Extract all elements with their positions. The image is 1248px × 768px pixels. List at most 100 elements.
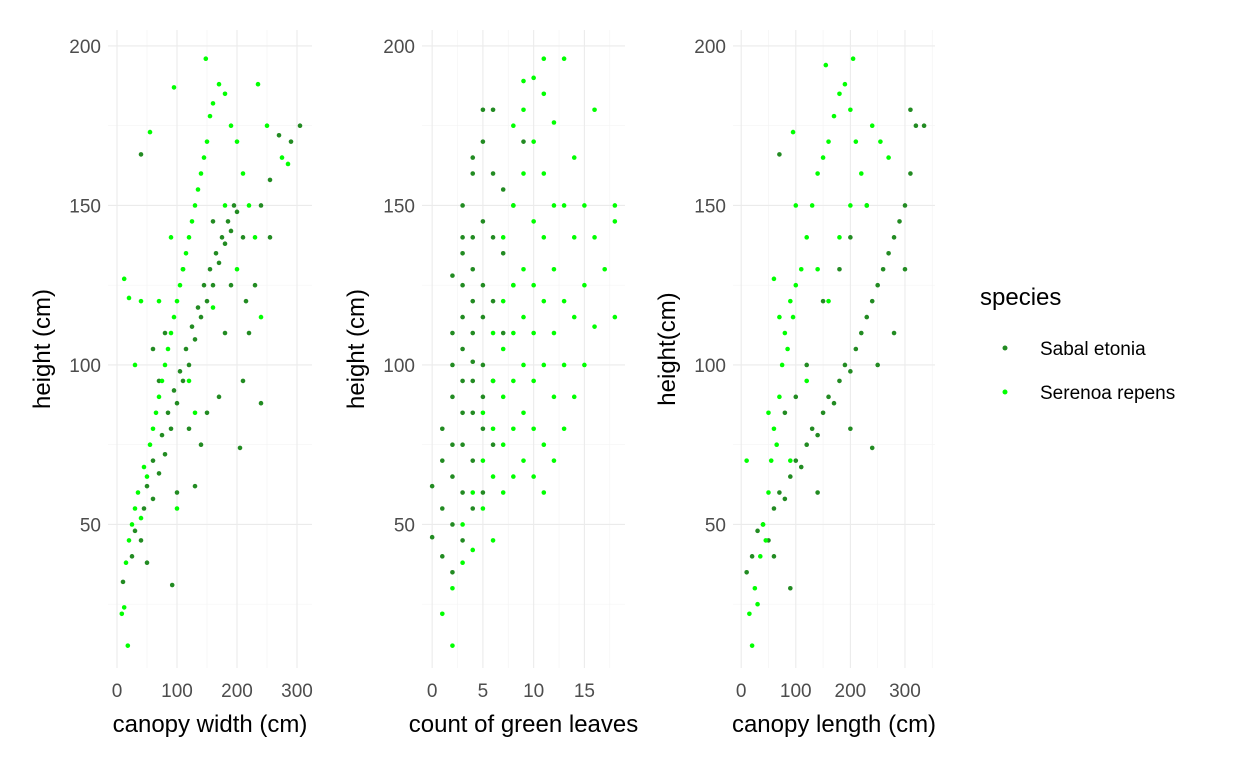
data-point xyxy=(744,570,749,575)
data-point xyxy=(201,155,207,160)
y-tick-label: 150 xyxy=(694,196,726,217)
data-point xyxy=(891,235,897,240)
data-point xyxy=(228,123,234,128)
data-point xyxy=(460,251,465,256)
data-point xyxy=(820,298,826,304)
data-point xyxy=(779,362,785,368)
data-point xyxy=(521,266,526,272)
data-point xyxy=(186,426,192,432)
data-point xyxy=(531,474,536,479)
data-point xyxy=(551,266,557,272)
x-tick-label: 10 xyxy=(523,681,544,702)
data-point xyxy=(853,139,859,144)
data-point xyxy=(752,585,758,591)
data-point xyxy=(820,155,826,160)
x-axis-title: canopy width (cm) xyxy=(113,711,308,738)
data-point xyxy=(450,394,455,400)
data-point xyxy=(135,490,141,495)
data-point xyxy=(913,123,919,128)
data-point xyxy=(815,432,820,438)
data-point xyxy=(119,611,125,617)
data-point xyxy=(144,474,150,479)
data-point xyxy=(183,346,189,352)
data-point xyxy=(165,346,171,352)
data-point xyxy=(470,506,476,511)
data-point xyxy=(490,378,496,384)
data-point xyxy=(204,410,210,416)
data-point xyxy=(500,394,506,400)
data-point xyxy=(177,369,183,374)
data-point xyxy=(162,362,168,368)
data-point xyxy=(204,139,210,144)
data-point xyxy=(470,298,476,304)
data-point xyxy=(500,187,506,192)
data-point xyxy=(192,203,198,208)
data-point xyxy=(823,62,829,68)
data-point xyxy=(192,410,198,416)
data-point xyxy=(490,426,496,432)
data-point xyxy=(815,490,820,495)
data-point xyxy=(848,203,853,208)
legend-key-sabal-etonia xyxy=(1002,345,1008,351)
data-point xyxy=(210,282,216,288)
data-point xyxy=(521,458,526,463)
data-point xyxy=(210,305,216,310)
data-point xyxy=(551,330,557,336)
data-point xyxy=(183,251,189,256)
data-point xyxy=(177,282,183,288)
data-point xyxy=(788,474,793,479)
data-point xyxy=(757,554,763,559)
data-point xyxy=(511,474,516,479)
data-point xyxy=(121,276,127,282)
data-point xyxy=(531,139,536,144)
series-sabal-etonia xyxy=(120,123,303,588)
data-point xyxy=(790,129,796,135)
data-point xyxy=(848,426,853,432)
data-point xyxy=(460,538,465,543)
data-point xyxy=(470,155,476,160)
data-point xyxy=(174,298,180,304)
data-point xyxy=(521,362,526,368)
data-point xyxy=(815,171,820,176)
data-point xyxy=(216,260,222,266)
data-point xyxy=(886,155,891,160)
x-tick-label: 200 xyxy=(221,681,253,702)
data-point xyxy=(749,554,755,559)
data-point xyxy=(258,203,264,208)
data-point xyxy=(129,522,135,527)
data-point xyxy=(171,314,177,320)
data-point xyxy=(793,394,799,400)
x-tick-label: 0 xyxy=(427,681,438,702)
data-point xyxy=(853,346,859,352)
data-point xyxy=(203,56,209,62)
data-point xyxy=(207,113,213,119)
data-point xyxy=(252,282,258,288)
data-point xyxy=(804,378,810,384)
data-point xyxy=(246,330,252,336)
data-point xyxy=(490,442,496,448)
data-point xyxy=(793,203,799,208)
y-tick-label: 100 xyxy=(694,356,726,377)
data-point xyxy=(500,442,506,448)
data-point xyxy=(850,56,856,62)
data-point xyxy=(189,219,195,224)
x-tick-label: 15 xyxy=(574,681,595,702)
data-point xyxy=(207,266,213,272)
data-point xyxy=(460,282,465,288)
data-point xyxy=(782,410,788,416)
data-point xyxy=(460,442,465,448)
data-point xyxy=(804,362,810,368)
legend-title: species xyxy=(980,284,1061,311)
data-point xyxy=(768,458,774,463)
data-point xyxy=(793,458,799,463)
x-tick-label: 200 xyxy=(835,681,867,702)
data-point xyxy=(470,490,476,495)
data-point xyxy=(480,394,486,400)
data-point xyxy=(120,579,126,585)
data-point xyxy=(582,362,587,368)
data-point xyxy=(125,643,131,648)
data-point xyxy=(210,101,216,106)
data-point xyxy=(204,298,210,304)
series-sabal-etonia xyxy=(429,107,526,575)
